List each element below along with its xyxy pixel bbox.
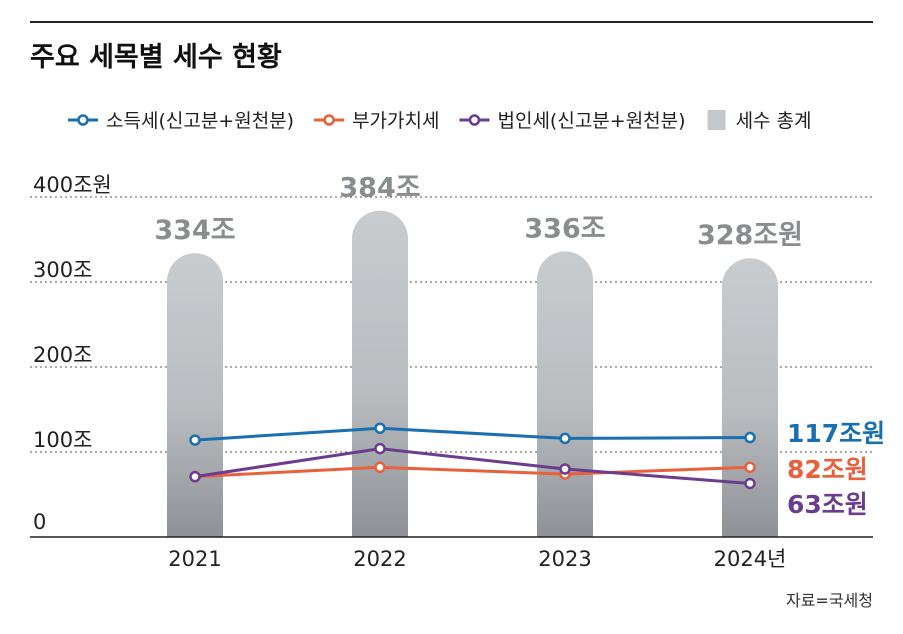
legend-marker xyxy=(77,114,89,126)
legend-entry-label: 법인세(신고분+원천분) xyxy=(497,110,685,132)
series-line xyxy=(194,447,751,485)
series-point xyxy=(559,463,571,475)
series-point xyxy=(744,477,756,490)
series-end-label: 63조원 xyxy=(787,490,868,519)
chart-title: 주요 세목별 세수 현황 xyxy=(30,42,282,73)
legend-bar-swatch xyxy=(707,110,726,130)
legend-marker xyxy=(323,114,335,126)
legend-entry-label: 부가가치세 xyxy=(352,110,439,132)
bar-value-label: 328조원 xyxy=(697,220,803,251)
legend-entry-label: 세수 총계 xyxy=(736,110,812,132)
legend: 소득세(신고분+원천분) 부가가치세 법인세(신고분+원천분) 세수 총계 xyxy=(68,110,812,132)
y-tick-label: 0 xyxy=(33,510,46,534)
series-line xyxy=(194,426,751,442)
y-tick-label: 400조원 xyxy=(33,173,112,197)
y-tick-label: 200조 xyxy=(33,343,92,367)
total-bar xyxy=(167,253,223,537)
y-tick-label: 100조 xyxy=(33,428,92,452)
x-tick-label: 2024년 xyxy=(714,547,787,571)
series-point xyxy=(744,431,756,444)
series-point xyxy=(189,470,201,483)
series-point xyxy=(374,461,386,474)
total-bar xyxy=(352,210,408,537)
x-tick-label: 2023 xyxy=(538,547,591,571)
x-tick-label: 2022 xyxy=(353,547,406,571)
series-point xyxy=(744,461,756,474)
bar-layer xyxy=(167,210,778,537)
legend-entry-label: 소득세(신고분+원천분) xyxy=(106,110,294,132)
bar-value-label: 336조 xyxy=(524,213,605,244)
x-tick-label: 2021 xyxy=(168,547,221,571)
bar-value-label: 384조 xyxy=(339,173,420,204)
y-tick-label: 300조 xyxy=(33,258,92,282)
label-layer: 334조 2021 384조 2022 336조 2023 328조원 2024년 117조원 8… xyxy=(154,173,885,571)
source-note: 자료=국세청 xyxy=(786,591,873,610)
legend-marker xyxy=(468,114,481,126)
series-end-label: 82조원 xyxy=(787,455,868,484)
series-point xyxy=(374,442,386,455)
total-bar xyxy=(537,251,593,537)
total-bar xyxy=(722,258,778,537)
line-layer xyxy=(189,422,756,490)
series-point xyxy=(374,422,386,434)
bar-value-label: 334조 xyxy=(154,215,235,246)
series-point xyxy=(189,434,201,446)
series-line xyxy=(194,465,751,479)
series-point xyxy=(559,432,571,445)
series-end-label: 117조원 xyxy=(787,419,885,448)
